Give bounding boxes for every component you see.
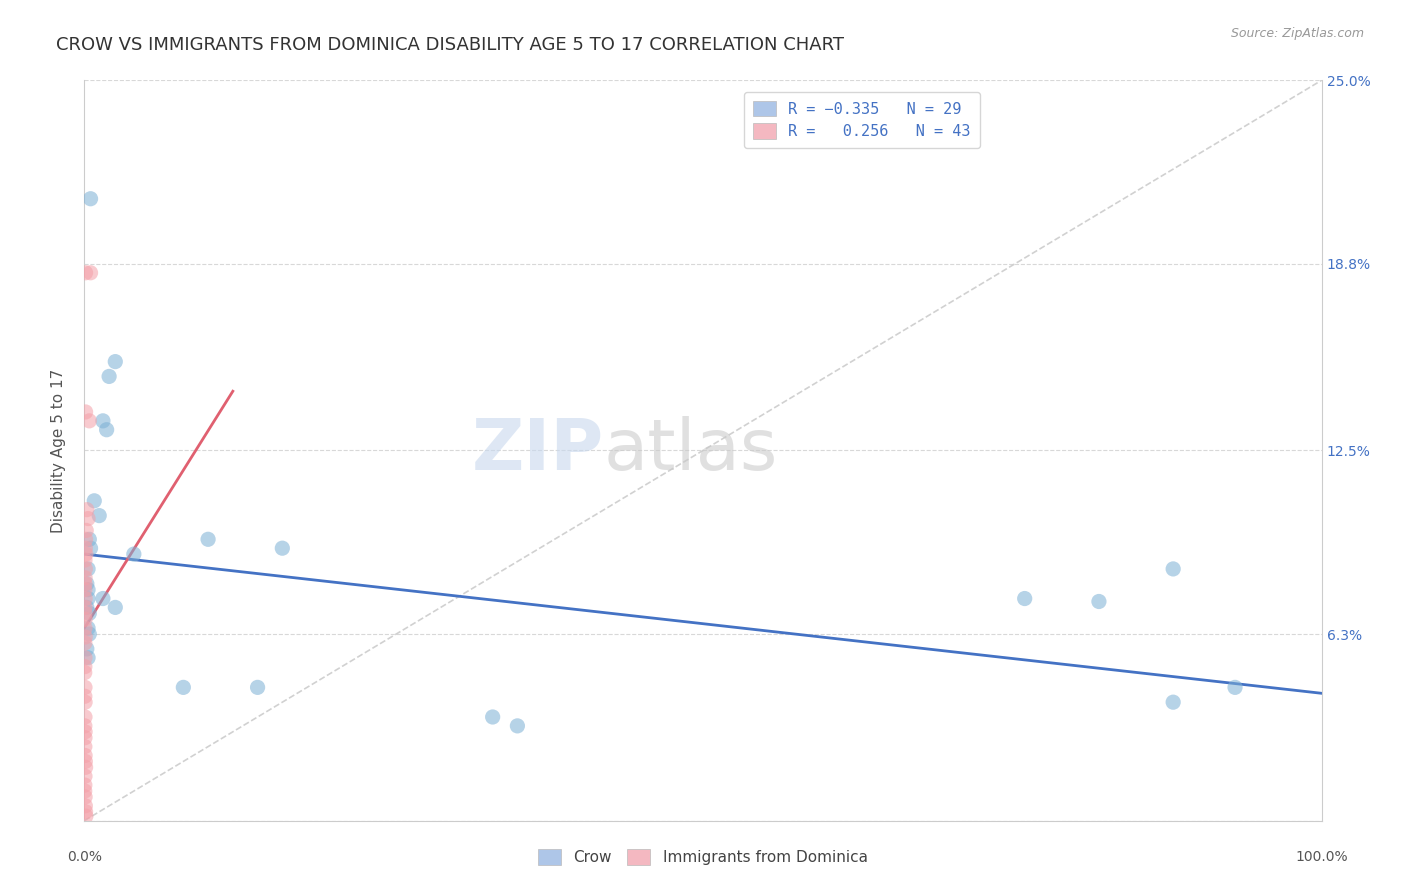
Point	[75, 755, 97, 769]
Point	[73, 659, 96, 673]
Legend: R = −0.335   N = 29, R =   0.256   N = 43: R = −0.335 N = 29, R = 0.256 N = 43	[744, 92, 980, 148]
Point	[91, 591, 114, 606]
Point	[75, 798, 97, 813]
Point	[172, 681, 194, 695]
Point	[1014, 591, 1036, 606]
Point	[197, 533, 219, 547]
Text: 100.0%: 100.0%	[1295, 850, 1348, 864]
Point	[75, 695, 97, 709]
Point	[79, 541, 101, 556]
Point	[73, 553, 96, 567]
Point	[75, 547, 97, 561]
Point	[96, 423, 118, 437]
Point	[75, 541, 97, 556]
Point	[122, 547, 145, 561]
Point	[75, 524, 97, 538]
Point	[73, 600, 96, 615]
Point	[76, 576, 98, 591]
Point	[76, 641, 98, 656]
Text: ZIP: ZIP	[472, 416, 605, 485]
Point	[83, 493, 105, 508]
Point	[79, 266, 101, 280]
Point	[104, 354, 127, 368]
Point	[75, 630, 97, 644]
Point	[73, 607, 96, 621]
Point	[89, 508, 111, 523]
Point	[75, 562, 97, 576]
Point	[73, 769, 96, 783]
Point	[79, 607, 101, 621]
Point	[77, 650, 100, 665]
Point	[76, 502, 98, 516]
Point	[73, 650, 96, 665]
Point	[75, 805, 97, 819]
Point	[75, 533, 97, 547]
Point	[73, 665, 96, 680]
Point	[75, 724, 97, 739]
Point	[75, 789, 97, 804]
Text: 0.0%: 0.0%	[67, 850, 101, 864]
Point	[481, 710, 503, 724]
Point	[75, 612, 97, 626]
Point	[73, 784, 96, 798]
Y-axis label: Disability Age 5 to 17: Disability Age 5 to 17	[51, 368, 66, 533]
Point	[246, 681, 269, 695]
Point	[73, 739, 96, 754]
Point	[91, 414, 114, 428]
Point	[73, 690, 96, 704]
Point	[79, 533, 101, 547]
Point	[1161, 695, 1184, 709]
Point	[75, 591, 97, 606]
Point	[75, 571, 97, 585]
Point	[73, 621, 96, 635]
Point	[77, 582, 100, 597]
Point	[77, 591, 100, 606]
Point	[75, 266, 97, 280]
Point	[1223, 681, 1246, 695]
Point	[98, 369, 121, 384]
Point	[75, 748, 97, 763]
Text: Source: ZipAtlas.com: Source: ZipAtlas.com	[1230, 27, 1364, 40]
Point	[79, 627, 101, 641]
Point	[79, 192, 101, 206]
Point	[77, 621, 100, 635]
Point	[104, 600, 127, 615]
Point	[271, 541, 294, 556]
Point	[79, 414, 101, 428]
Point	[73, 576, 96, 591]
Point	[75, 405, 97, 419]
Point	[77, 511, 100, 525]
Point	[73, 778, 96, 792]
Legend: Crow, Immigrants from Dominica: Crow, Immigrants from Dominica	[533, 843, 873, 871]
Point	[73, 731, 96, 745]
Point	[1161, 562, 1184, 576]
Point	[75, 760, 97, 774]
Point	[77, 562, 100, 576]
Point	[76, 600, 98, 615]
Point	[506, 719, 529, 733]
Point	[1088, 594, 1111, 608]
Point	[73, 582, 96, 597]
Point	[73, 636, 96, 650]
Text: atlas: atlas	[605, 416, 779, 485]
Point	[73, 719, 96, 733]
Text: CROW VS IMMIGRANTS FROM DOMINICA DISABILITY AGE 5 TO 17 CORRELATION CHART: CROW VS IMMIGRANTS FROM DOMINICA DISABIL…	[56, 36, 844, 54]
Point	[73, 681, 96, 695]
Point	[75, 809, 97, 823]
Point	[73, 710, 96, 724]
